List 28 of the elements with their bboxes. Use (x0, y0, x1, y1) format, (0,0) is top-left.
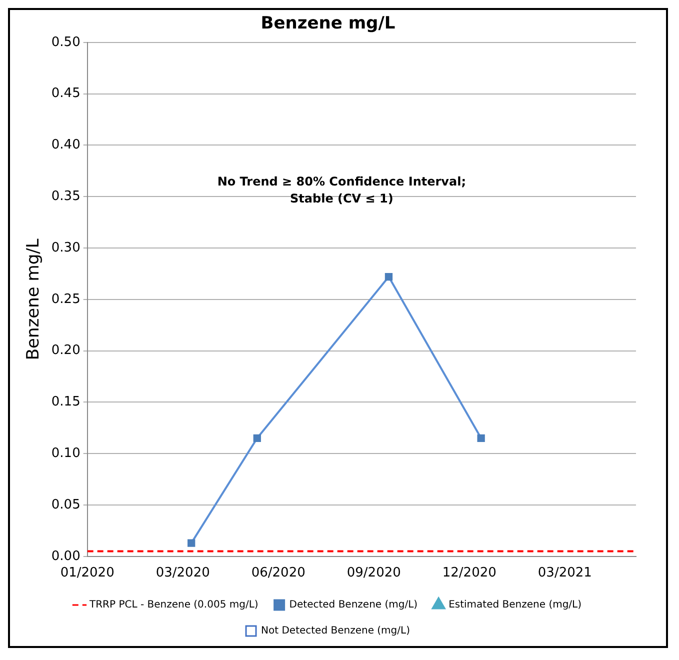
point (253, 434, 261, 442)
x-tick-label: 12/2020 (442, 566, 496, 581)
y-tick-label: 0.10 (51, 446, 80, 461)
x-tick-label: 03/2021 (538, 566, 592, 581)
x-tick-label: 09/2020 (346, 566, 401, 581)
y-tick-label: 0.35 (51, 188, 80, 204)
legend-label: Detected Benzene (mg/L) (289, 600, 418, 611)
y-tick-label: 0.50 (51, 34, 80, 50)
y-tick-label: 0.30 (51, 240, 80, 256)
x-tick-label: 03/2020 (156, 566, 210, 581)
legend-label: Not Detected Benzene (mg/L) (261, 626, 410, 637)
y-tick-label: 0.45 (51, 86, 80, 102)
y-tick-label: 0.05 (51, 497, 80, 512)
y-tick-label: 0.20 (51, 343, 80, 358)
y-tick-label: 0.00 (51, 548, 80, 564)
point (477, 434, 485, 442)
legend-label: Estimated Benzene (mg/L) (448, 600, 582, 611)
y-tick-label: 0.25 (51, 292, 80, 307)
annotation: No Trend ≥ 80% Confidence Interval; Stable (CV ≤ 1) (217, 174, 466, 206)
chart-title: Benzene mg/L (260, 14, 396, 34)
x-tick-label: 01/2020 (60, 566, 114, 581)
point (188, 539, 196, 547)
x-tick-label: 06/2020 (251, 566, 306, 581)
y-axis-title: Benzene mg/L (24, 238, 44, 360)
y-tick-label: 0.15 (51, 394, 80, 410)
legend-label: TRRP PCL - Benzene (0.005 mg/L) (88, 600, 258, 611)
y-tick-label: 0.40 (51, 138, 80, 153)
point (384, 272, 393, 281)
